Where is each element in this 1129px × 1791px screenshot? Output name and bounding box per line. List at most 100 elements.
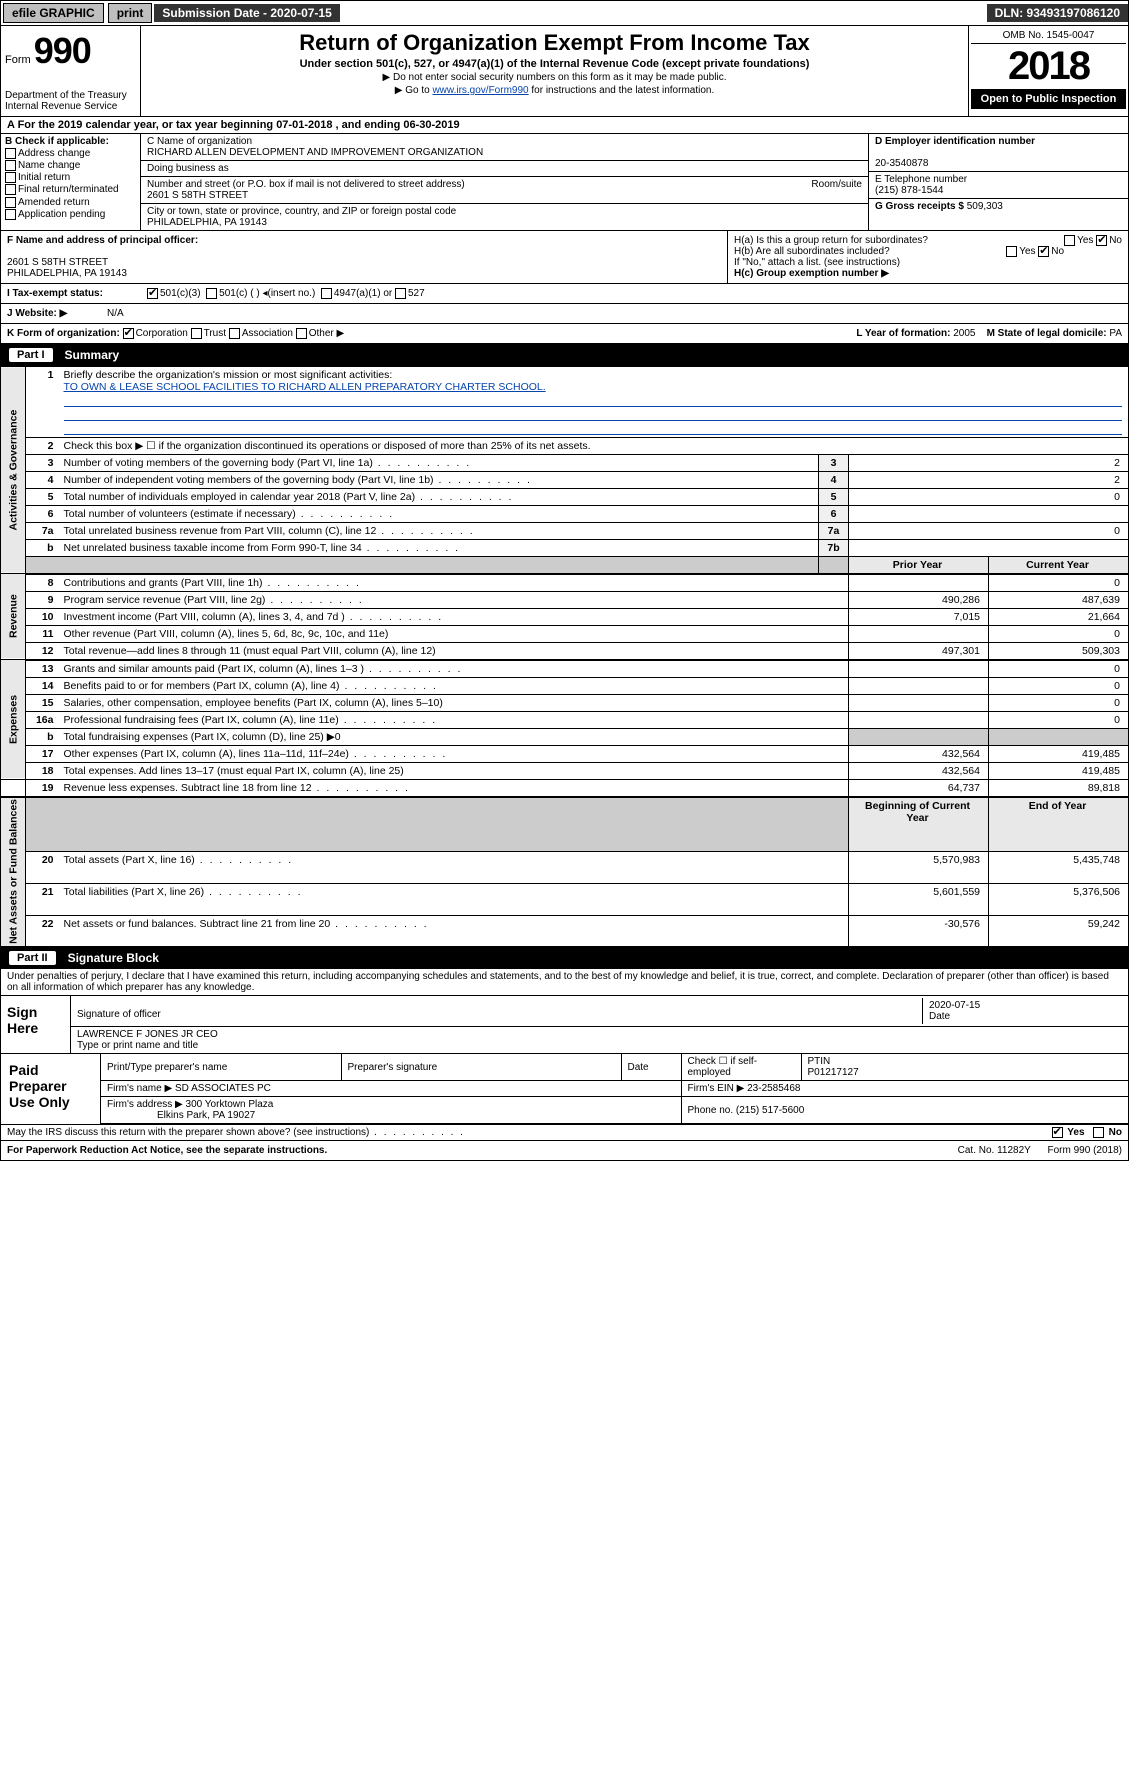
line-k: K Form of organization: Corporation Trus… xyxy=(0,324,1129,344)
c15: 0 xyxy=(989,694,1129,711)
val-3: 2 xyxy=(849,455,1129,472)
chk-name[interactable]: Name change xyxy=(5,160,136,171)
note1: ▶ Do not enter social security numbers o… xyxy=(149,72,960,83)
officer-name: LAWRENCE F JONES JR CEO xyxy=(77,1029,218,1040)
expenses-table: Expenses 13Grants and similar amounts pa… xyxy=(0,660,1129,797)
line-a: A For the 2019 calendar year, or tax yea… xyxy=(0,117,1129,134)
side-rev: Revenue xyxy=(1,574,26,659)
chk-501c3[interactable] xyxy=(147,288,158,299)
title-box: Return of Organization Exempt From Incom… xyxy=(141,26,968,116)
ptin: P01217127 xyxy=(808,1067,859,1078)
p19: 64,737 xyxy=(849,779,989,796)
c8: 0 xyxy=(989,574,1129,591)
col-d: D Employer identification number 20-3540… xyxy=(868,134,1128,230)
c22: 59,242 xyxy=(989,915,1129,947)
c13: 0 xyxy=(989,660,1129,677)
mission-text: TO OWN & LEASE SCHOOL FACILITIES TO RICH… xyxy=(64,381,546,393)
efile-label: efile GRAPHIC xyxy=(3,3,104,23)
print-button[interactable]: print xyxy=(108,3,153,23)
chk-trust[interactable] xyxy=(191,328,202,339)
submission-date: Submission Date - 2020-07-15 xyxy=(154,4,339,22)
dln-label: DLN: 93493197086120 xyxy=(987,4,1128,22)
year-box: OMB No. 1545-0047 2018 Open to Public In… xyxy=(968,26,1128,116)
side-exp: Expenses xyxy=(1,660,26,779)
p9: 490,286 xyxy=(849,591,989,608)
firm-name: SD ASSOCIATES PC xyxy=(175,1083,271,1094)
c9: 487,639 xyxy=(989,591,1129,608)
p21: 5,601,559 xyxy=(849,883,989,915)
netassets-table: Net Assets or Fund Balances Beginning of… xyxy=(0,797,1129,948)
chk-initial[interactable]: Initial return xyxy=(5,172,136,183)
note2: ▶ Go to www.irs.gov/Form990 for instruct… xyxy=(149,85,960,96)
form-label: Form xyxy=(5,54,31,66)
val-5: 0 xyxy=(849,489,1129,506)
chk-address[interactable]: Address change xyxy=(5,148,136,159)
val-7a: 0 xyxy=(849,523,1129,540)
website: N/A xyxy=(107,308,124,319)
year-formed: 2005 xyxy=(953,328,975,339)
firm-phone: (215) 517-5600 xyxy=(736,1105,804,1116)
c19: 89,818 xyxy=(989,779,1129,796)
chk-final[interactable]: Final return/terminated xyxy=(5,184,136,195)
form-title: Return of Organization Exempt From Incom… xyxy=(149,30,960,56)
form-header: Form 990 Department of the Treasury Inte… xyxy=(0,26,1129,117)
p12: 497,301 xyxy=(849,642,989,659)
dept-label: Department of the Treasury Internal Reve… xyxy=(5,90,136,112)
c11: 0 xyxy=(989,625,1129,642)
chk-assoc[interactable] xyxy=(229,328,240,339)
c21: 5,376,506 xyxy=(989,883,1129,915)
summary-table: Activities & Governance 1 Briefly descri… xyxy=(0,366,1129,574)
discuss-line: May the IRS discuss this return with the… xyxy=(0,1125,1129,1141)
chk-amended[interactable]: Amended return xyxy=(5,197,136,208)
p10: 7,015 xyxy=(849,608,989,625)
topbar: efile GRAPHIC print Submission Date - 20… xyxy=(0,0,1129,26)
chk-corp[interactable] xyxy=(123,328,134,339)
form-number: 990 xyxy=(34,30,91,71)
street-address: 2601 S 58TH STREET xyxy=(147,190,248,201)
paid-preparer: Paid Preparer Use Only Print/Type prepar… xyxy=(0,1054,1129,1125)
p22: -30,576 xyxy=(849,915,989,947)
c17: 419,485 xyxy=(989,745,1129,762)
val-4: 2 xyxy=(849,472,1129,489)
c14: 0 xyxy=(989,677,1129,694)
p20: 5,570,983 xyxy=(849,851,989,883)
c20: 5,435,748 xyxy=(989,851,1129,883)
part1-header: Part I Summary xyxy=(0,344,1129,366)
firm-ein: 23-2585468 xyxy=(747,1083,800,1094)
instructions-link[interactable]: www.irs.gov/Form990 xyxy=(432,85,528,96)
c12: 509,303 xyxy=(989,642,1129,659)
chk-pending[interactable]: Application pending xyxy=(5,209,136,220)
line-j: J Website: ▶ N/A xyxy=(0,304,1129,324)
block-f-h: F Name and address of principal officer:… xyxy=(0,231,1129,284)
city-state-zip: PHILADELPHIA, PA 19143 xyxy=(147,217,267,228)
part2-header: Part II Signature Block xyxy=(0,947,1129,969)
side-activities: Activities & Governance xyxy=(1,367,26,574)
col-b: B Check if applicable: Address change Na… xyxy=(1,134,141,230)
omb-number: OMB No. 1545-0047 xyxy=(971,28,1126,44)
telephone: (215) 878-1544 xyxy=(875,185,943,196)
state-domicile: PA xyxy=(1109,328,1122,339)
sig-date: 2020-07-15 xyxy=(929,1000,980,1011)
form-number-box: Form 990 Department of the Treasury Inte… xyxy=(1,26,141,116)
c18: 419,485 xyxy=(989,762,1129,779)
penalty-statement: Under penalties of perjury, I declare th… xyxy=(0,969,1129,996)
chk-other[interactable] xyxy=(296,328,307,339)
org-name: RICHARD ALLEN DEVELOPMENT AND IMPROVEMEN… xyxy=(147,147,483,158)
chk-4947[interactable] xyxy=(321,288,332,299)
revenue-table: Revenue 8Contributions and grants (Part … xyxy=(0,574,1129,660)
c16a: 0 xyxy=(989,711,1129,728)
discuss-yes[interactable] xyxy=(1052,1127,1063,1138)
p17: 432,564 xyxy=(849,745,989,762)
col-f: F Name and address of principal officer:… xyxy=(1,231,728,283)
val-7b xyxy=(849,540,1129,557)
side-na: Net Assets or Fund Balances xyxy=(1,797,26,947)
discuss-no[interactable] xyxy=(1093,1127,1104,1138)
tax-year: 2018 xyxy=(971,44,1126,89)
line-i: I Tax-exempt status: 501(c)(3) 501(c) ( … xyxy=(0,284,1129,304)
chk-527[interactable] xyxy=(395,288,406,299)
c10: 21,664 xyxy=(989,608,1129,625)
chk-501c[interactable] xyxy=(206,288,217,299)
subtitle: Under section 501(c), 527, or 4947(a)(1)… xyxy=(149,58,960,70)
val-6 xyxy=(849,506,1129,523)
sign-here: Sign Here Signature of officer 2020-07-1… xyxy=(0,996,1129,1054)
